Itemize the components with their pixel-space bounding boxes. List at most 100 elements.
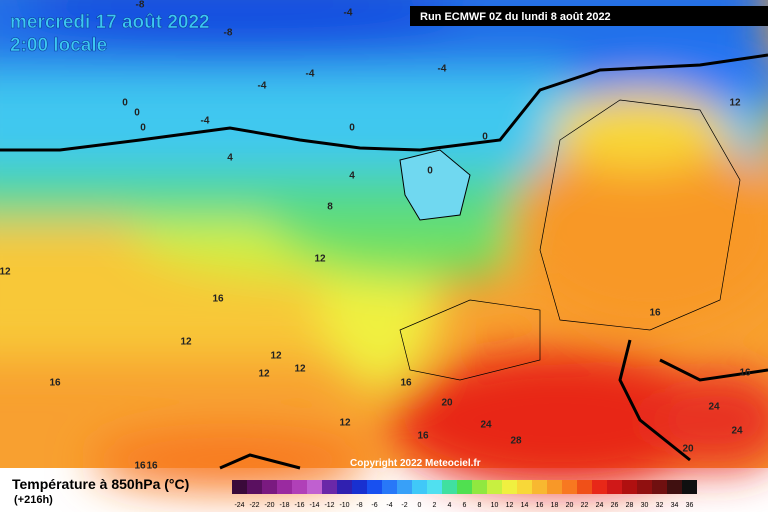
- scale-swatch: [232, 480, 247, 494]
- scale-tick-label: -22: [249, 502, 259, 509]
- contour-label: 16: [400, 378, 412, 389]
- contour-label: 16: [49, 378, 61, 389]
- scale-swatch: [622, 480, 637, 494]
- scale-tick-label: -24: [234, 502, 244, 509]
- scale-tick-label: 26: [611, 502, 619, 509]
- contour-label: 0: [427, 166, 433, 177]
- contour-label: 16: [739, 368, 751, 379]
- contour-label: 16: [649, 308, 661, 319]
- contour-label: 16: [146, 461, 158, 472]
- contour-label: -4: [344, 8, 353, 19]
- scale-tick-label: 6: [463, 502, 467, 509]
- scale-swatch: [457, 480, 472, 494]
- scale-tick-label: -12: [324, 502, 334, 509]
- scale-tick-label: 36: [686, 502, 694, 509]
- contour-label: 0: [134, 108, 140, 119]
- run-info: Run ECMWF 0Z du lundi 8 août 2022: [420, 11, 611, 23]
- scale-swatch: [277, 480, 292, 494]
- scale-tick-label: 12: [506, 502, 514, 509]
- scale-swatch: [262, 480, 277, 494]
- contour-label: -8: [224, 28, 233, 39]
- contour-label: 4: [349, 171, 355, 182]
- scale-tick-label: -14: [309, 502, 319, 509]
- contour-label: -4: [258, 81, 267, 92]
- scale-tick-label: 0: [418, 502, 422, 509]
- scale-swatch: [307, 480, 322, 494]
- contour-label: 12: [729, 98, 741, 109]
- map-background: [0, 0, 768, 490]
- scale-tick-label: -4: [386, 502, 392, 509]
- scale-swatch: [667, 480, 682, 494]
- scale-tick-label: -20: [264, 502, 274, 509]
- contour-label: -4: [306, 69, 315, 80]
- contour-label: 4: [227, 153, 233, 164]
- map-subtitle: 2:00 locale: [10, 35, 107, 56]
- contour-label: 12: [339, 418, 351, 429]
- scale-tick-label: 24: [596, 502, 604, 509]
- scale-tick-label: 2: [433, 502, 437, 509]
- scale-swatch: [562, 480, 577, 494]
- color-scale: -24 -22 -20 -18 -16 -14 -12 -10 -8 -6 -4 -2 0 2 4 6 8 10 1…: [232, 480, 697, 509]
- copyright: Copyright 2022 Meteociel.fr: [350, 458, 481, 469]
- scale-tick-label: 22: [581, 502, 589, 509]
- scale-swatch: [532, 480, 547, 494]
- scale-tick-label: -10: [339, 502, 349, 509]
- contour-label: 24: [480, 420, 492, 431]
- scale-tick-label: 30: [641, 502, 649, 509]
- scale-tick-label: 14: [521, 502, 529, 509]
- contour-label: 20: [682, 444, 694, 455]
- contour-label: 28: [510, 436, 522, 447]
- contour-label: 0: [122, 98, 128, 109]
- scale-swatch: [247, 480, 262, 494]
- scale-swatch: [652, 480, 667, 494]
- scale-swatch: [412, 480, 427, 494]
- scale-tick-label: -16: [294, 502, 304, 509]
- scale-swatch: [337, 480, 352, 494]
- scale-swatch: [502, 480, 517, 494]
- contour-label: -4: [438, 64, 447, 75]
- contour-label: 16: [417, 431, 429, 442]
- contour-label: 12: [180, 337, 192, 348]
- contour-label: -4: [201, 116, 210, 127]
- run-banner: [410, 6, 768, 26]
- scale-swatch: [352, 480, 367, 494]
- contour-label: 12: [258, 369, 270, 380]
- contour-label: 16: [134, 461, 146, 472]
- scale-swatch: [607, 480, 622, 494]
- scale-tick-label: 20: [566, 502, 574, 509]
- lead-time: (+216h): [14, 494, 53, 506]
- contour-label: 24: [731, 426, 743, 437]
- scale-swatch: [517, 480, 532, 494]
- scale-swatch: [682, 480, 697, 494]
- contour-label: -8: [136, 0, 145, 11]
- scale-tick-label: 34: [671, 502, 679, 509]
- scale-swatch: [547, 480, 562, 494]
- scale-swatch: [367, 480, 382, 494]
- contour-label: 12: [314, 254, 326, 265]
- contour-label: 0: [349, 123, 355, 134]
- scale-tick-label: 4: [448, 502, 452, 509]
- contour-label: 20: [441, 398, 453, 409]
- contour-label: 0: [140, 123, 146, 134]
- scale-swatch: [472, 480, 487, 494]
- contour-labels: -8-4-8-4-4-4000-400044812121216121612121…: [0, 0, 751, 472]
- contour-label: 12: [294, 364, 306, 375]
- contour-label: 0: [482, 132, 488, 143]
- map-title: mercredi 17 août 2022: [10, 12, 210, 33]
- contour-label: 12: [270, 351, 282, 362]
- scale-tick-label: -6: [371, 502, 377, 509]
- scale-swatch: [382, 480, 397, 494]
- scale-tick-label: 10: [491, 502, 499, 509]
- scale-swatch: [592, 480, 607, 494]
- scale-swatch: [577, 480, 592, 494]
- scale-swatch: [397, 480, 412, 494]
- scale-swatch: [487, 480, 502, 494]
- scale-tick-label: -2: [401, 502, 407, 509]
- scale-swatch: [442, 480, 457, 494]
- contour-label: 8: [327, 202, 333, 213]
- scale-tick-label: 16: [536, 502, 544, 509]
- scale-tick-label: 28: [626, 502, 634, 509]
- scale-tick-label: 18: [551, 502, 559, 509]
- scale-swatch: [637, 480, 652, 494]
